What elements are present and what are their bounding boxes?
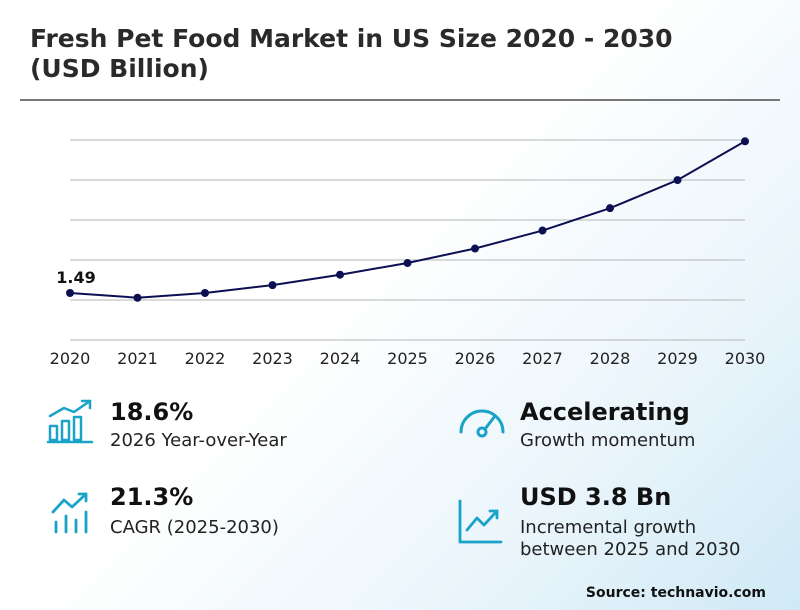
x-tick-label: 2027 [522,349,563,368]
kpi-momentum-value: Accelerating [520,398,690,426]
chart-title: Fresh Pet Food Market in US Size 2020 - … [30,24,770,84]
gauge-icon [459,409,505,438]
data-point [403,259,412,268]
data-point [133,293,142,302]
kpi-yoy-label: 2026 Year-over-Year [110,430,287,451]
x-axis-ticks: 2020 2021 2022 2023 2024 2025 2026 2027 2028 2029… [50,349,766,368]
data-point [471,244,479,253]
data-point [538,226,547,235]
x-tick-label: 2023 [252,349,293,368]
kpi-yoy-value: 18.6% [110,398,194,426]
data-point [336,270,344,279]
x-tick-label: 2022 [185,349,226,368]
data-point [741,137,749,146]
data-points [66,137,749,302]
x-tick-label: 2030 [725,349,766,368]
bar-trend-icon [51,492,88,534]
data-point [606,204,614,213]
bar-growth-icon [46,399,94,444]
x-tick-label: 2021 [117,349,158,368]
line-chart: 2020 2021 2022 2023 2024 2025 2026 2027 2028 2029… [50,137,766,368]
data-labels: 1.49 [56,268,95,287]
x-tick-label: 2020 [50,349,91,368]
gridlines [70,139,745,341]
data-label: 1.49 [56,268,95,287]
line-chart-icon [458,499,503,544]
kpi-incremental-value: USD 3.8 Bn [520,483,672,511]
x-tick-label: 2025 [387,349,428,368]
kpi-cagr-value: 21.3% [110,483,194,511]
x-tick-label: 2024 [320,349,361,368]
data-point [673,176,682,185]
kpi-momentum-label: Growth momentum [520,430,696,451]
x-tick-label: 2029 [657,349,698,368]
title-divider [20,99,780,101]
kpi-cagr-label: CAGR (2025-2030) [110,517,279,538]
title-line-1: Fresh Pet Food Market in US Size 2020 - … [30,24,673,53]
x-tick-label: 2026 [455,349,496,368]
data-point [268,281,277,290]
data-point [66,289,74,298]
title-line-2: (USD Billion) [30,54,209,83]
kpi-incremental-label-2: between 2025 and 2030 [520,539,741,560]
x-tick-label: 2028 [590,349,631,368]
data-point [201,289,209,298]
source-credit: Source: technavio.com [585,585,766,601]
kpi-incremental-label-1: Incremental growth [520,517,697,538]
